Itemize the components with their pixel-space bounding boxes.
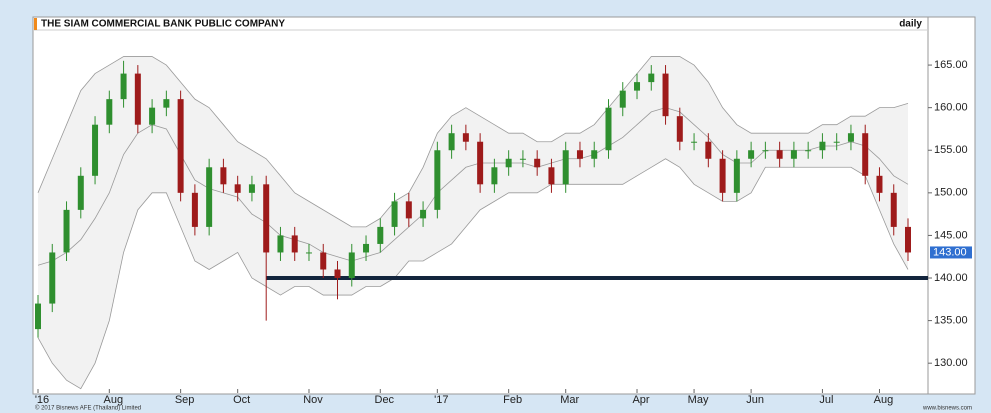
candle-body	[819, 141, 826, 151]
candle-body	[833, 141, 840, 143]
candle-body	[134, 73, 141, 125]
x-tick-label: Sep	[175, 394, 195, 406]
candle-body	[619, 90, 626, 108]
candle-body	[305, 252, 312, 254]
candle-body	[748, 150, 755, 159]
candle-body	[106, 99, 113, 125]
band-lower	[37, 158, 909, 390]
band-fill	[38, 56, 908, 389]
y-tick-label: 165.00	[934, 59, 968, 71]
candle-body	[719, 158, 726, 193]
candle-body	[591, 150, 598, 159]
website: www.bisnews.com	[922, 406, 972, 412]
candle-body	[862, 133, 869, 176]
candle-body	[762, 150, 769, 152]
candle-body	[248, 184, 255, 193]
candle-body	[291, 235, 298, 253]
candle-body	[634, 82, 641, 91]
candle-body	[35, 303, 41, 330]
chart-title: THE SIAM COMMERCIAL BANK PUBLIC COMPANY	[41, 19, 285, 30]
x-tick-label: Aug	[874, 394, 894, 406]
candle-body	[605, 107, 612, 151]
last-price-label: 143.00	[933, 246, 967, 258]
candle-body	[462, 133, 469, 142]
candle-body	[448, 133, 455, 151]
x-tick-label: Aug	[104, 394, 124, 406]
candle-body	[491, 167, 498, 185]
candle-body	[691, 141, 698, 143]
candle-body	[477, 141, 484, 185]
y-tick-label: 140.00	[934, 272, 968, 284]
x-tick-label: Jun	[746, 394, 764, 406]
x-tick-label: Dec	[375, 394, 395, 406]
candle-body	[534, 158, 541, 168]
candle-body	[776, 150, 783, 159]
y-tick-label: 160.00	[934, 102, 968, 114]
candle-body	[92, 124, 99, 176]
candle-body	[733, 158, 740, 193]
candle-body	[63, 209, 70, 253]
candle-body	[705, 141, 712, 159]
x-tick-label: Mar	[560, 394, 579, 406]
x-tick-label: Oct	[233, 394, 250, 406]
y-tick-label: 150.00	[934, 187, 968, 199]
candle-body	[220, 167, 227, 185]
candle-body	[847, 133, 854, 142]
candle-body	[790, 150, 797, 159]
candle-body	[49, 252, 56, 304]
candle-body	[149, 107, 156, 125]
candle-body	[548, 167, 555, 185]
x-tick-label: Apr	[632, 394, 649, 406]
candle-body	[905, 226, 911, 253]
candle-body	[277, 235, 284, 253]
candle-body	[206, 167, 213, 227]
x-tick-label: '16	[35, 394, 49, 406]
candle-body	[348, 252, 355, 279]
period-label: daily	[899, 19, 922, 30]
candle-body	[120, 73, 127, 100]
y-tick-label: 130.00	[934, 357, 968, 369]
x-tick-label: '17	[434, 394, 448, 406]
candle-body	[434, 150, 441, 210]
candle-body	[420, 209, 427, 219]
y-tick-label: 135.00	[934, 315, 968, 327]
copyright: © 2017 Bisnews AFE (Thailand) Limited	[35, 405, 141, 412]
candle-body	[334, 269, 341, 279]
candle-body	[562, 150, 569, 185]
candle-body	[363, 243, 370, 253]
candle-body	[890, 192, 897, 227]
x-tick-label: Jul	[819, 394, 833, 406]
candle-body	[805, 150, 812, 152]
candle-body	[648, 73, 655, 83]
candle-body	[405, 201, 412, 219]
candle-body	[77, 175, 84, 210]
candle-body	[662, 73, 669, 117]
candle-body	[234, 184, 241, 193]
candle-body	[263, 184, 270, 253]
y-tick-label: 155.00	[934, 144, 968, 156]
candle-body	[676, 116, 683, 142]
last-price-box	[930, 246, 972, 259]
x-tick-label: May	[688, 394, 709, 406]
x-tick-label: Feb	[503, 394, 522, 406]
candle-body	[519, 158, 526, 160]
y-tick-label: 145.00	[934, 229, 968, 241]
candle-body	[377, 226, 384, 244]
candle-body	[576, 150, 583, 159]
candle-body	[320, 252, 327, 270]
candle-body	[505, 158, 512, 168]
candle-body	[177, 99, 184, 193]
candle-body	[163, 99, 170, 108]
candle-body	[191, 192, 198, 227]
candle-body	[391, 201, 398, 227]
x-tick-label: Nov	[303, 394, 323, 406]
candle-body	[876, 175, 883, 193]
band-upper	[37, 56, 909, 228]
title-marker	[34, 18, 37, 30]
